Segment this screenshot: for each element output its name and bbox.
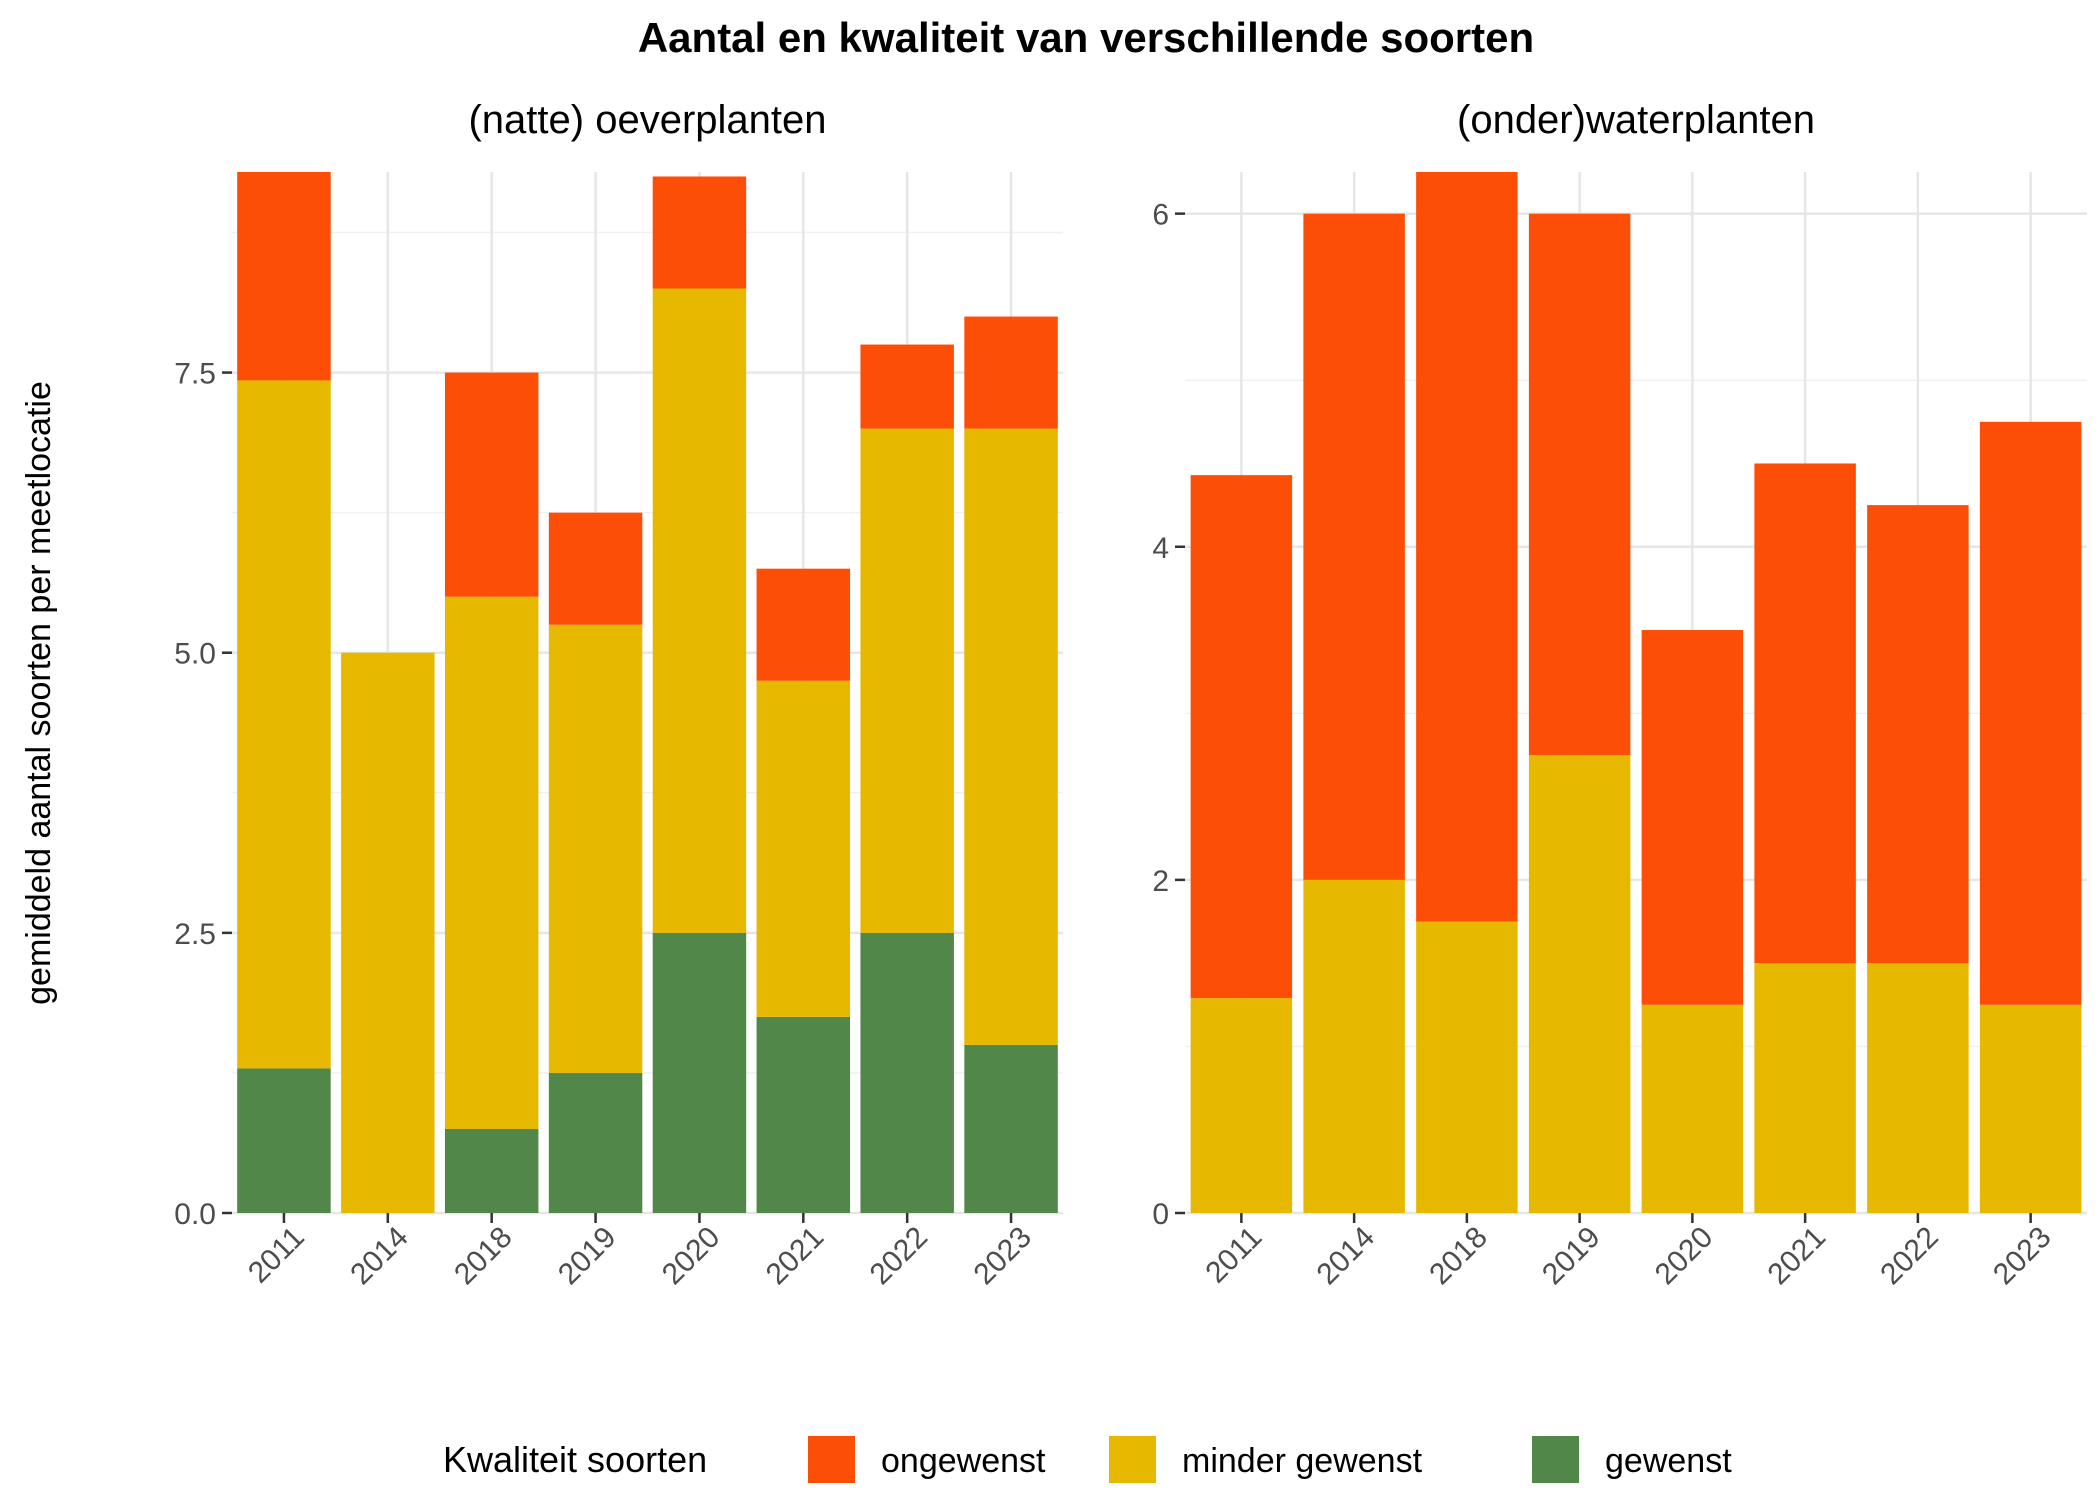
bar-gewenst-2021	[756, 1016, 851, 1213]
bar-gewenst-2023	[964, 1044, 1058, 1213]
legend-swatch-gewenst	[1532, 1436, 1579, 1483]
bar-ongewenst-2021	[756, 568, 851, 681]
panel-subtitle: (natte) oeverplanten	[468, 98, 826, 142]
y-tick-label: 2.5	[174, 918, 216, 951]
bar-minder-gewenst-2022	[860, 428, 954, 933]
legend-swatch-minder-gewenst	[1109, 1436, 1156, 1483]
x-tick-label: 2018	[448, 1221, 519, 1292]
x-tick-label: 2018	[1423, 1221, 1494, 1292]
x-tick-label: 2014	[344, 1221, 415, 1292]
bar-gewenst-2018	[444, 1128, 539, 1213]
y-tick-label: 6	[1152, 199, 1169, 232]
bar-minder-gewenst-2018	[1416, 921, 1518, 1213]
panel-2: (onder)waterplanten 0 2 4 6 2011 2014 2018 2019 2…	[1152, 98, 2087, 1291]
bar-gewenst-2020	[652, 932, 747, 1213]
x-tick-label: 2022	[864, 1221, 935, 1292]
y-tick-label: 5.0	[174, 638, 216, 671]
y-tick-label: 0	[1152, 1198, 1169, 1231]
x-tick-label: 2011	[1199, 1221, 1268, 1290]
x-tick-label: 2020	[1649, 1221, 1720, 1292]
x-tick-label: 2019	[1536, 1221, 1607, 1292]
x-tick-label: 2023	[1987, 1221, 2058, 1292]
y-tick-label: 4	[1152, 532, 1169, 565]
legend-swatch-ongewenst	[808, 1436, 855, 1483]
bar-minder-gewenst-2019	[1528, 754, 1631, 1213]
bar-minder-gewenst-2020	[1641, 1004, 1744, 1213]
bar-minder-gewenst-2019	[548, 624, 643, 1073]
bar-gewenst-2022	[860, 932, 954, 1213]
x-tick-label: 2021	[760, 1221, 831, 1292]
bar-ongewenst-2018	[444, 372, 539, 597]
bar-ongewenst-2022	[1867, 505, 1969, 964]
bar-ongewenst-2014	[1303, 213, 1405, 880]
y-tick-label: 7.5	[174, 358, 216, 391]
bar-minder-gewenst-2011	[1190, 998, 1293, 1213]
bar-minder-gewenst-2021	[756, 680, 851, 1017]
bar-minder-gewenst-2023	[964, 428, 1058, 1045]
bar-ongewenst-2023	[964, 316, 1058, 429]
legend-label: minder gewenst	[1182, 1442, 1423, 1480]
bar-ongewenst-2023	[1979, 421, 2082, 1005]
bar-gewenst-2011	[237, 1068, 331, 1213]
legend-label: ongewenst	[881, 1442, 1046, 1480]
legend-label: gewenst	[1605, 1442, 1732, 1480]
bar-minder-gewenst-2023	[1979, 1004, 2082, 1213]
x-tick-label: 2022	[1874, 1221, 1945, 1292]
y-tick-label: 0.0	[174, 1198, 216, 1231]
x-tick-label: 2019	[552, 1221, 623, 1292]
bar-minder-gewenst-2020	[652, 288, 747, 933]
bar-ongewenst-2019	[1528, 213, 1631, 755]
bar-ongewenst-2020	[1641, 630, 1744, 1005]
bar-minder-gewenst-2014	[341, 652, 435, 1213]
panel-subtitle: (onder)waterplanten	[1457, 98, 1815, 142]
bar-ongewenst-2011	[237, 172, 331, 381]
legend: Kwaliteit soorten ongewenst minder gewens…	[443, 1436, 1732, 1483]
bar-gewenst-2019	[548, 1072, 643, 1213]
chart-title: Aantal en kwaliteit van verschillende so…	[638, 14, 1534, 61]
bar-minder-gewenst-2018	[444, 596, 539, 1129]
x-tick-label: 2023	[967, 1221, 1038, 1292]
panel-1: (natte) oeverplanten 0.0 2.5 5.0 7.5 2011 2014…	[174, 98, 1063, 1291]
bar-ongewenst-2021	[1754, 463, 1856, 964]
bar-minder-gewenst-2011	[237, 380, 331, 1069]
bar-minder-gewenst-2021	[1754, 963, 1856, 1213]
y-axis-label: gemiddeld aantal soorten per meetlocatie	[20, 381, 58, 1005]
bar-ongewenst-2011	[1190, 475, 1293, 999]
bar-minder-gewenst-2022	[1867, 963, 1969, 1213]
bar-ongewenst-2019	[548, 512, 643, 625]
x-tick-label: 2014	[1311, 1221, 1382, 1292]
bar-ongewenst-2018	[1416, 172, 1518, 922]
x-tick-label: 2011	[242, 1221, 311, 1290]
bar-minder-gewenst-2014	[1303, 879, 1405, 1213]
x-tick-label: 2020	[656, 1221, 727, 1292]
x-tick-label: 2021	[1762, 1221, 1833, 1292]
y-tick-label: 2	[1152, 865, 1169, 898]
bar-ongewenst-2020	[652, 176, 747, 289]
legend-title: Kwaliteit soorten	[443, 1439, 707, 1480]
bar-ongewenst-2022	[860, 344, 954, 429]
